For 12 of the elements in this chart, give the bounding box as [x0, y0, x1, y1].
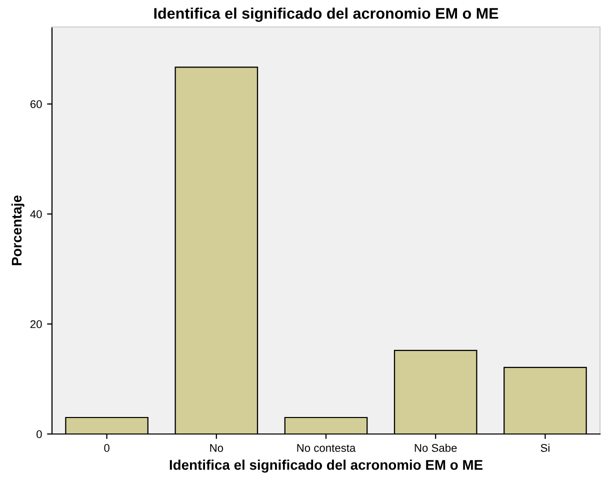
y-tick-label: 40: [30, 210, 42, 218]
y-tick-label: 60: [30, 100, 42, 108]
x-axis-title: Identifica el significado del acronomio EM o ME: [170, 460, 483, 473]
y-tick-label: 20: [30, 320, 42, 328]
x-tick-label: No: [210, 444, 224, 452]
chart-title: Identifica el significado del acronomio EM o ME: [154, 8, 498, 22]
y-axis-title: Porcentaje: [11, 195, 24, 266]
y-tick-label: 0: [36, 430, 42, 438]
x-tick-label: Si: [540, 444, 550, 452]
x-tick-label: No contesta: [297, 444, 356, 452]
x-tick-label: 0: [104, 444, 110, 452]
x-tick-label: No Sabe: [414, 444, 457, 452]
